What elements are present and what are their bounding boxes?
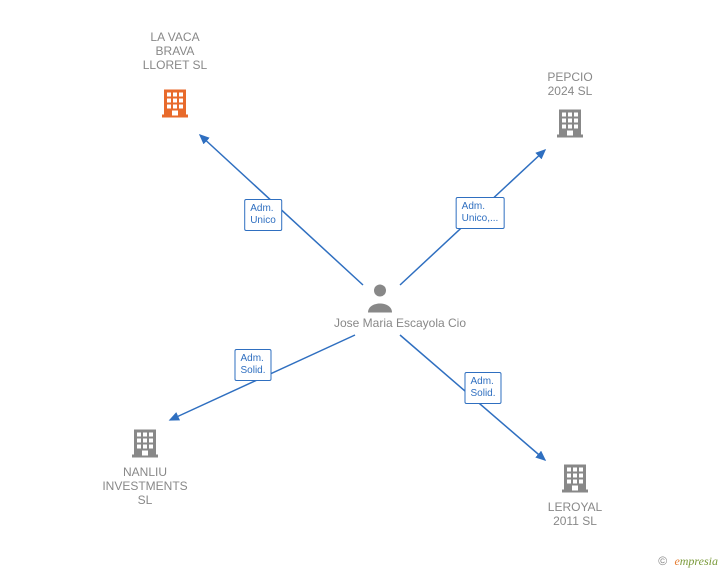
copyright-symbol: © — [658, 554, 667, 568]
building-icon — [555, 108, 585, 143]
edge-badge: Adm. Solid. — [234, 349, 271, 381]
company-label: PEPCIO 2024 SL — [547, 70, 592, 98]
center-person-label: Jose Maria Escayola Cio — [334, 316, 466, 330]
copyright-label: © empresia — [658, 554, 718, 569]
edge-badge: Adm. Unico — [244, 199, 282, 231]
company-label: LA VACA BRAVA LLORET SL — [143, 30, 207, 72]
edge-badge: Adm. Solid. — [464, 372, 501, 404]
brand-rest: mpresia — [680, 554, 718, 568]
person-icon — [366, 283, 394, 318]
company-label: LEROYAL 2011 SL — [548, 500, 602, 528]
building-icon — [160, 88, 190, 123]
edge-badge: Adm. Unico,... — [456, 197, 505, 229]
building-icon — [560, 463, 590, 498]
company-label: NANLIU INVESTMENTS SL — [102, 465, 187, 507]
building-icon — [130, 428, 160, 463]
